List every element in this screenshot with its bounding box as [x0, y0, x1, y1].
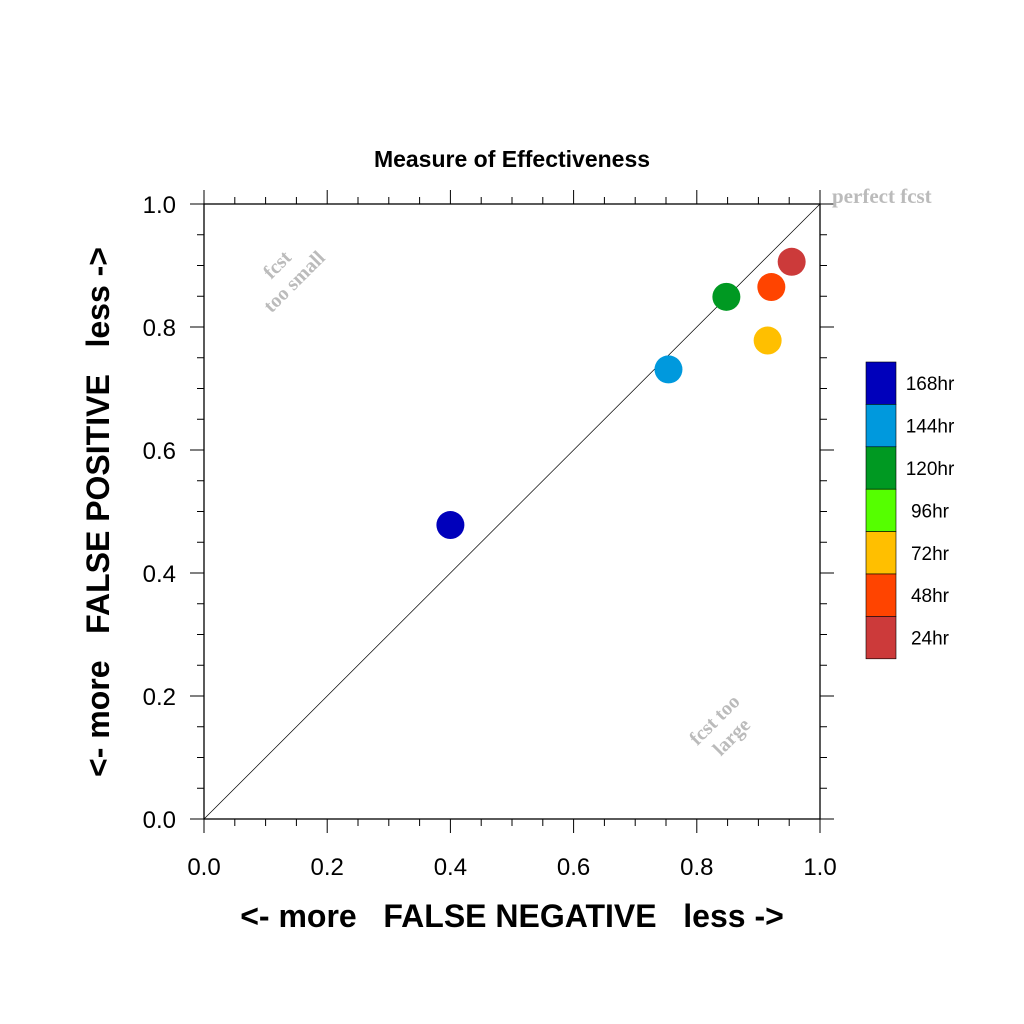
legend-swatch — [865, 446, 897, 490]
region-annotation: fcst toolarge — [685, 691, 761, 767]
y-tick-label: 0.6 — [143, 438, 176, 465]
x-tick-label: 0.0 — [187, 854, 220, 881]
reference-line-label: perfect fcst — [832, 184, 932, 208]
legend-swatch — [865, 404, 897, 448]
y-tick-label: 1.0 — [143, 192, 176, 219]
y-axis-label: <- more FALSE POSITIVE less -> — [80, 247, 116, 777]
region-annotation: fcsttoo small — [242, 230, 329, 317]
data-point — [777, 247, 806, 276]
data-point — [712, 282, 741, 311]
legend-swatch — [865, 616, 897, 660]
chart-title: Measure of Effectiveness — [374, 146, 650, 172]
legend-label: 96hr — [911, 501, 950, 522]
legend-label: 120hr — [906, 459, 955, 480]
x-tick-label: 0.6 — [557, 854, 590, 881]
y-tick-label: 0.4 — [143, 561, 176, 588]
legend-swatch — [865, 573, 897, 617]
x-axis-label: <- more FALSE NEGATIVE less -> — [240, 898, 784, 934]
legend-swatch — [865, 488, 897, 532]
data-point — [753, 326, 782, 355]
legend-swatch — [865, 531, 897, 575]
legend: 168hr 144hr 120hr 96hr 72hr 48hr 24hr — [865, 361, 955, 660]
legend-label: 48hr — [911, 586, 950, 607]
legend-swatch — [865, 361, 897, 405]
legend-label: 72hr — [911, 544, 950, 565]
data-point — [436, 511, 465, 540]
data-point — [654, 355, 683, 384]
y-tick-label: 0.0 — [143, 807, 176, 834]
legend-label: 24hr — [911, 629, 950, 650]
y-tick-label: 0.2 — [143, 684, 176, 711]
x-tick-label: 0.8 — [680, 854, 713, 881]
legend-label: 144hr — [906, 417, 955, 438]
y-tick-label: 0.8 — [143, 315, 176, 342]
legend-label: 168hr — [906, 374, 955, 395]
plot-area: 0.0 0.2 0.4 0.6 0.8 1.0 0.0 0.2 0.4 0.6 0.8 1.0 fcst… — [143, 190, 837, 881]
x-tick-label: 0.4 — [434, 854, 467, 881]
x-tick-label: 0.2 — [311, 854, 344, 881]
x-tick-label: 1.0 — [803, 854, 836, 881]
data-point — [757, 273, 786, 302]
